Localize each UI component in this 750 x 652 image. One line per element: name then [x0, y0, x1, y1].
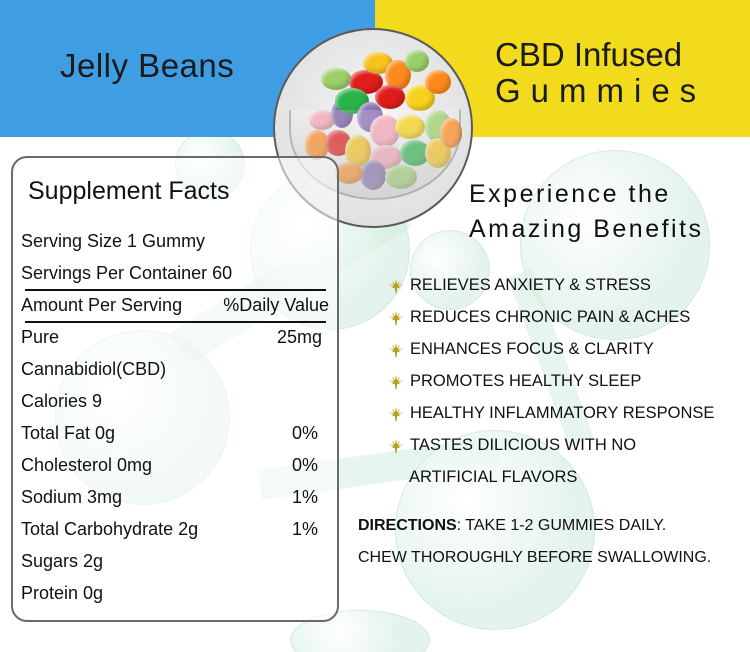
- benefit-item: HEALTHY INFLAMMATORY RESPONSE: [388, 404, 714, 423]
- serving-size: Serving Size 1 Gummy: [21, 231, 206, 251]
- cannabis-leaf-icon: [388, 374, 404, 389]
- benefit-item: ENHANCES FOCUS & CLARITY: [388, 340, 654, 359]
- benefit-text: TASTES DILICIOUS WITH NO: [410, 436, 637, 454]
- directions-label: DIRECTIONS: [358, 517, 457, 534]
- cannabis-leaf-icon: [388, 342, 404, 357]
- nutrient-value: 0%: [291, 423, 318, 443]
- gummies-title: Gummies: [495, 72, 707, 109]
- benefit-item: TASTES DILICIOUS WITH NO: [388, 436, 636, 455]
- nutrient-label: Total Fat 0g: [21, 423, 116, 443]
- directions-text: : TAKE 1-2 GUMMIES DAILY.: [456, 517, 667, 534]
- nutrient-label: Cannabidiol(CBD): [21, 359, 167, 379]
- benefit-text: ENHANCES FOCUS & CLARITY: [410, 340, 654, 358]
- nutrient-label: Calories 9: [21, 391, 103, 411]
- benefit-text: REDUCES CHRONIC PAIN & ACHES: [410, 308, 691, 326]
- product-image: [273, 28, 473, 228]
- benefit-text-continuation: ARTIFICIAL FLAVORS: [409, 468, 578, 486]
- divider: [25, 289, 326, 291]
- nutrient-value: 0%: [291, 455, 318, 475]
- nutrient-label: Cholesterol 0mg: [21, 455, 153, 475]
- benefit-text: HEALTHY INFLAMMATORY RESPONSE: [410, 404, 715, 422]
- cannabis-leaf-icon: [388, 278, 404, 293]
- cannabis-leaf-icon: [388, 438, 404, 453]
- benefit-item: RELIEVES ANXIETY & STRESS: [388, 276, 651, 295]
- supplement-facts-title: Supplement Facts: [28, 177, 230, 205]
- servings-per-container: Servings Per Container 60: [21, 263, 233, 283]
- nutrient-label: Pure: [21, 327, 60, 347]
- nutrient-value: 1%: [291, 487, 318, 507]
- cbd-infused-title: CBD Infused: [495, 36, 683, 73]
- amount-per-serving-header: Amount Per Serving: [21, 295, 183, 315]
- directions-line1: DIRECTIONS: TAKE 1-2 GUMMIES DAILY.: [358, 517, 666, 535]
- nutrient-label: Sodium 3mg: [21, 487, 123, 507]
- nutrient-value: 1%: [291, 519, 318, 539]
- jelly-beans-title: Jelly Beans: [60, 47, 235, 84]
- nutrient-label: Total Carbohydrate 2g: [21, 519, 199, 539]
- supplement-facts-panel: [11, 156, 339, 622]
- benefits-heading-line1: Experience the: [469, 180, 671, 208]
- daily-value-header: %Daily Value: [223, 295, 329, 315]
- benefit-item: PROMOTES HEALTHY SLEEP: [388, 372, 641, 391]
- cannabis-leaf-icon: [388, 310, 404, 325]
- divider: [25, 321, 326, 323]
- benefit-text: PROMOTES HEALTHY SLEEP: [410, 372, 642, 390]
- benefits-heading-line2: Amazing Benefits: [469, 215, 704, 243]
- benefit-text: RELIEVES ANXIETY & STRESS: [410, 276, 651, 294]
- benefit-item: REDUCES CHRONIC PAIN & ACHES: [388, 308, 690, 327]
- nutrient-label: Sugars 2g: [21, 551, 104, 571]
- nutrient-value: 25mg: [276, 327, 322, 347]
- directions-line2: CHEW THOROUGHLY BEFORE SWALLOWING.: [358, 549, 712, 566]
- nutrient-label: Protein 0g: [21, 583, 104, 603]
- cannabis-leaf-icon: [388, 406, 404, 421]
